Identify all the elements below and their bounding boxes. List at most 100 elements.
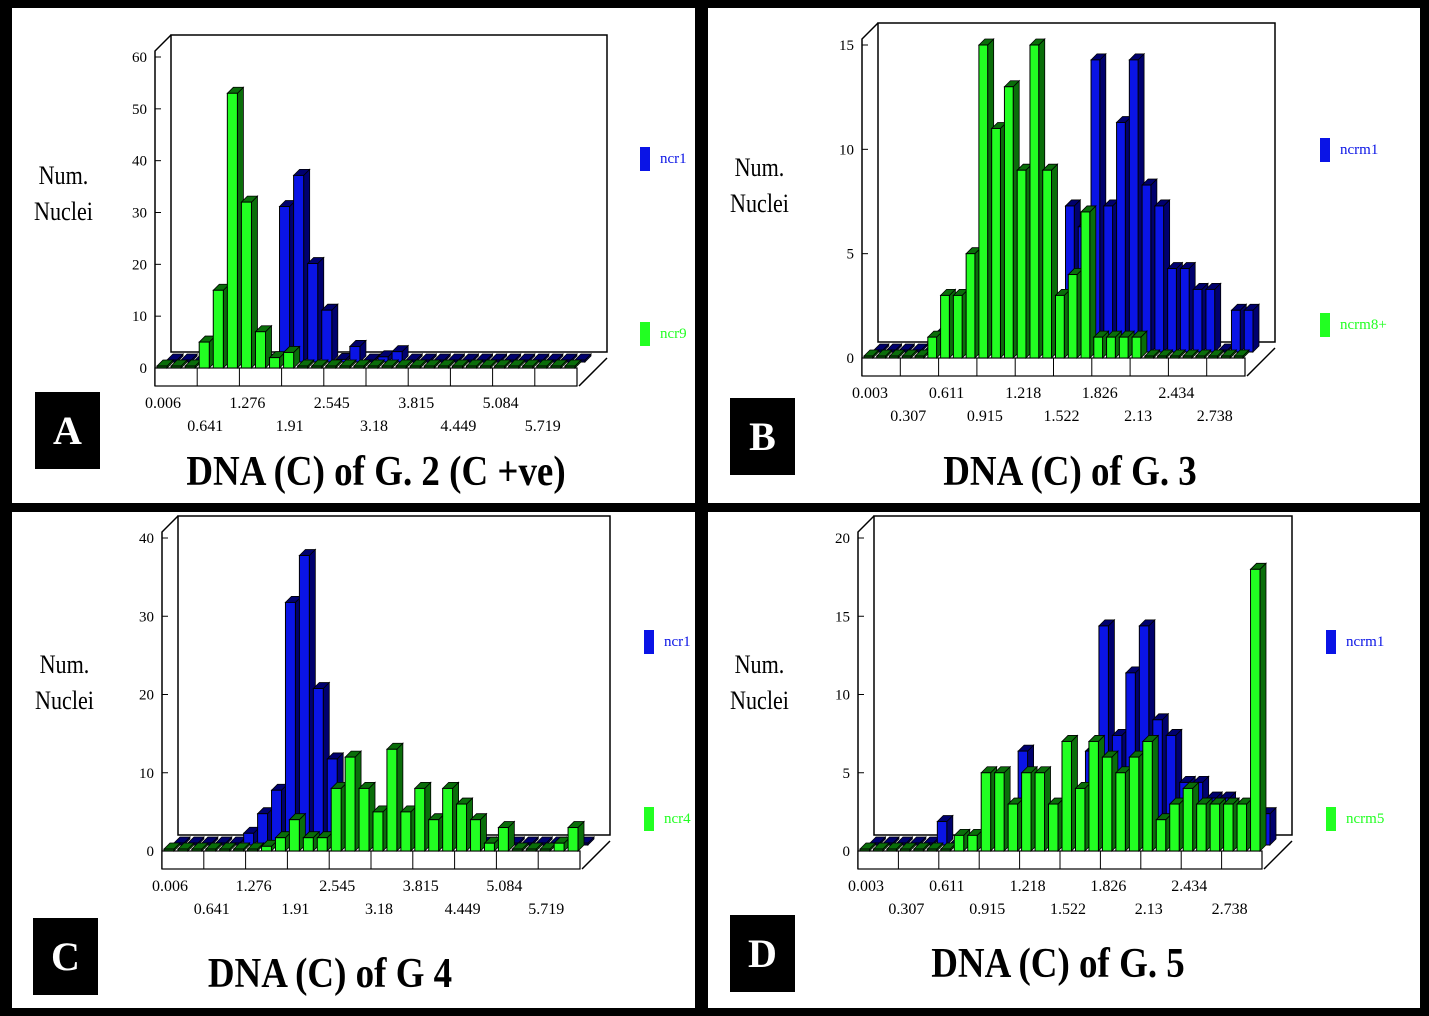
legend-item: ncrm1 xyxy=(1326,630,1384,654)
bar-front xyxy=(1182,787,1194,852)
bar-front xyxy=(1243,309,1254,353)
bar-series-2 xyxy=(521,359,540,369)
bar-series-2 xyxy=(535,359,554,369)
y-axis-label: Num. Nuclei xyxy=(730,150,789,222)
bar-front xyxy=(163,848,175,852)
bar-front xyxy=(456,803,468,852)
bar-series-2 xyxy=(163,842,181,852)
panel-title: DNA (C) of G 4 xyxy=(207,951,453,997)
legend-item: ncrm1 xyxy=(1320,138,1378,162)
bar-front xyxy=(177,848,189,852)
bar-series-2 xyxy=(1169,349,1187,359)
bar-series-2 xyxy=(525,842,544,852)
bar-front xyxy=(344,756,356,852)
bar-series-2 xyxy=(1233,349,1250,359)
panel-title: DNA (C) of G. 5 xyxy=(931,941,1185,987)
bar-front xyxy=(1169,355,1180,359)
bar-series-2 xyxy=(912,842,931,852)
bar-front xyxy=(1074,787,1086,852)
bar-front xyxy=(1118,336,1129,359)
bar-front xyxy=(205,848,217,852)
bar-front xyxy=(1223,803,1234,852)
bar-front xyxy=(927,336,938,359)
bar-front xyxy=(358,787,370,852)
bar-front xyxy=(298,554,310,846)
bar-front xyxy=(288,819,300,852)
x-tick-label: 0.611 xyxy=(929,385,964,402)
bar-series-2 xyxy=(437,359,456,369)
bar-front xyxy=(1029,44,1040,359)
bar-front xyxy=(1233,355,1244,359)
bar-front xyxy=(1209,803,1221,852)
bar-series-2 xyxy=(352,359,371,369)
bar-front xyxy=(1131,336,1142,359)
y-axis-label-line: Nuclei xyxy=(730,189,789,218)
x-tick-label: 3.18 xyxy=(360,418,388,435)
bar-front xyxy=(859,848,870,852)
bar-series-2 xyxy=(246,842,265,852)
x-tick-label: 0.307 xyxy=(890,408,926,425)
bar-front xyxy=(1042,169,1053,359)
bar-front xyxy=(536,365,548,369)
legend-swatch xyxy=(1326,630,1336,654)
y-tick-label: 0 xyxy=(843,844,851,860)
bar-front xyxy=(156,365,168,369)
legend-label: ncr4 xyxy=(664,810,691,827)
bar-series-1 xyxy=(1204,282,1222,353)
bar-series-2 xyxy=(324,359,343,369)
bar-front xyxy=(339,365,351,369)
y-axis-label-line: Num. xyxy=(38,161,89,190)
bar-series-2 xyxy=(409,359,428,369)
x-tick-label: 5.719 xyxy=(528,901,564,918)
bar-front xyxy=(965,253,976,359)
bar-front xyxy=(1220,355,1231,359)
x-tick-label: 1.218 xyxy=(1010,878,1046,895)
bar-series-2 xyxy=(567,820,585,852)
y-axis-label-line: Num. xyxy=(734,153,785,182)
bar-series-2 xyxy=(511,842,530,852)
legend-label: ncrm1 xyxy=(1340,141,1379,158)
y-tick-label: 20 xyxy=(139,688,154,704)
x-tick-label: 2.738 xyxy=(1197,408,1233,425)
y-tick-label: 0 xyxy=(140,361,148,377)
bar-front xyxy=(1101,756,1113,852)
bar-front xyxy=(926,848,938,852)
legend-swatch xyxy=(640,147,650,171)
bar-front xyxy=(1169,803,1180,852)
floor-edge xyxy=(581,840,611,870)
legend-swatch xyxy=(1320,313,1330,337)
bar-front xyxy=(330,787,342,852)
bar-front xyxy=(302,837,314,852)
bar-front xyxy=(1007,803,1019,852)
legend-item: ncr4 xyxy=(644,807,691,831)
panel-b: 0 5 10 15 0.003 0.307 0.611 0.915 1.218 1.522 1.82… xyxy=(708,8,1420,503)
bar-front xyxy=(400,811,412,852)
x-tick-label: 3.815 xyxy=(398,395,434,412)
bar-front xyxy=(312,688,324,846)
legend-item: ncr9 xyxy=(640,322,687,346)
bar-front xyxy=(372,811,384,852)
bar-series-2 xyxy=(493,359,512,369)
x-tick-label: 3.18 xyxy=(365,901,393,918)
bar-series-2 xyxy=(1249,562,1267,852)
bar-series-2 xyxy=(926,842,944,852)
bar-front xyxy=(381,365,393,369)
panel-d: 0 5 10 15 20 0.003 0.307 0.611 0.915 1.218 1.522 1.… xyxy=(708,512,1420,1008)
legend-label: ncr1 xyxy=(664,633,691,650)
bar-front xyxy=(1128,59,1139,353)
x-tick-label: 2.545 xyxy=(314,395,350,412)
y-tick-label: 5 xyxy=(847,247,855,263)
bar-front xyxy=(901,355,912,359)
bar-front xyxy=(307,263,319,363)
x-tick-label: 0.003 xyxy=(848,878,884,895)
bar-series-2 xyxy=(563,359,582,369)
bar-front xyxy=(1034,772,1046,852)
x-tick-label: 0.006 xyxy=(145,395,181,412)
bar-series-2 xyxy=(859,842,877,852)
legend-item: ncrm5 xyxy=(1326,807,1384,831)
x-tick-label: 2.434 xyxy=(1171,878,1207,895)
bar-front xyxy=(247,848,259,852)
bar-front xyxy=(953,834,965,852)
y-tick-label: 10 xyxy=(839,142,854,158)
x-tick-label: 0.006 xyxy=(152,878,188,895)
